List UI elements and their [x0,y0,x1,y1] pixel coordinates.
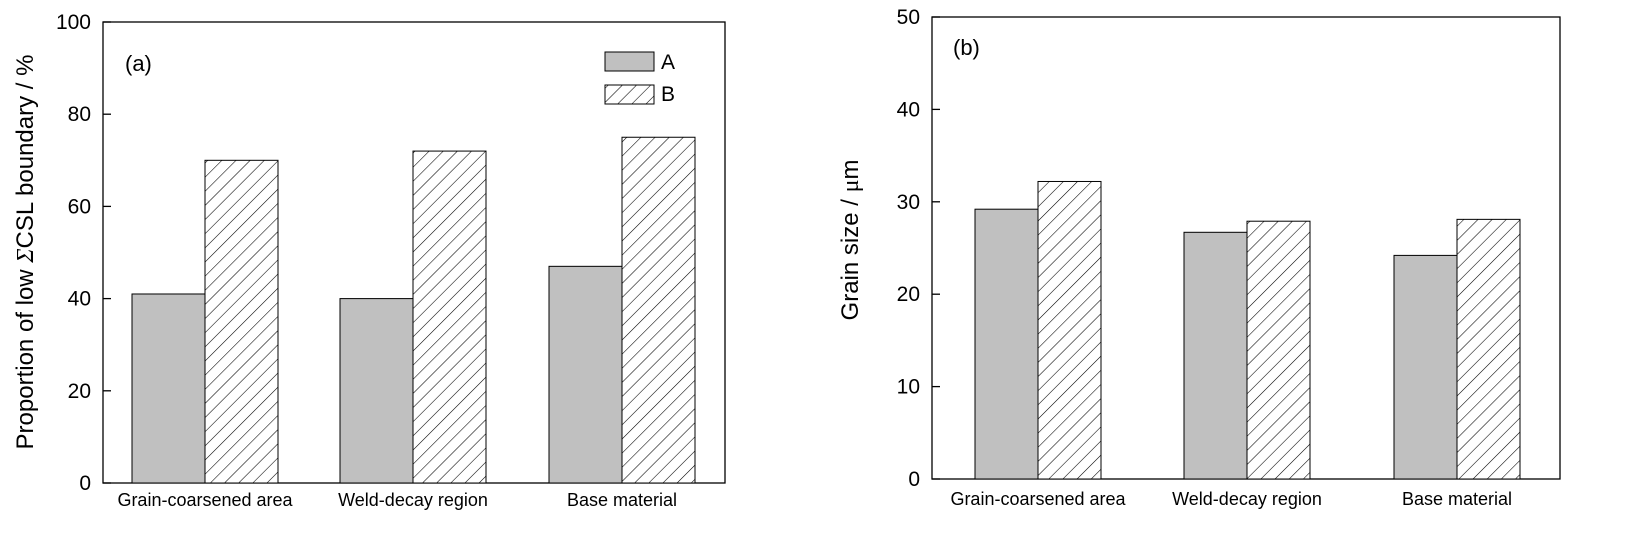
chart-panel-a: 0 20 40 60 80 100 Grain-coarsened area Weld-de… [12,11,726,510]
y-axis-title-a: Proportion of low ΣCSL boundary / % [12,55,39,450]
bar-series-b [1246,220,1311,480]
bar-series-b [1456,218,1521,480]
y-tick-label: 20 [68,380,91,403]
chart-panel-b: 0 10 20 30 40 50 Grain-coarsened area Weld-dec… [837,6,1561,509]
x-category-label: Grain-coarsened area [117,490,293,510]
y-tick-label: 0 [908,468,920,491]
y-axis-ticks-b: 0 10 20 30 40 50 [897,6,940,491]
legend-swatch-a [604,51,655,72]
y-axis-ticks-a: 0 20 40 60 80 100 [56,11,111,495]
bar-series-a [1393,254,1458,480]
bar-series-a [131,293,206,484]
bar-series-a [974,208,1039,480]
y-tick-label: 10 [897,376,920,399]
y-tick-label: 0 [79,472,91,495]
y-tick-label: 80 [68,103,91,126]
legend-label-a: A [661,51,675,74]
x-axis-categories-b: Grain-coarsened area Weld-decay region Bas… [950,489,1512,509]
bar-series-b [1037,180,1102,480]
bar-series-b [621,136,696,484]
legend-swatch-b [604,84,655,105]
bar-series-a [1183,231,1248,480]
x-category-label: Base material [1402,489,1512,509]
bar-series-a [339,298,414,484]
y-tick-label: 50 [897,6,920,29]
x-category-label: Grain-coarsened area [950,489,1126,509]
panel-label-a: (a) [125,51,152,76]
panel-label-b: (b) [953,35,980,60]
bars-b [974,180,1521,480]
y-tick-label: 100 [56,11,91,34]
y-tick-label: 40 [68,288,91,311]
y-tick-label: 40 [897,98,920,121]
legend-label-b: B [661,83,675,106]
x-category-label: Weld-decay region [1172,489,1322,509]
y-tick-label: 60 [68,195,91,218]
x-axis-categories-a: Grain-coarsened area Weld-decay region Bas… [117,490,677,510]
y-tick-label: 20 [897,283,920,306]
bar-series-b [412,150,487,484]
legend-a: A B [604,51,675,106]
x-category-label: Base material [567,490,677,510]
y-axis-title-b: Grain size / μm [837,160,864,321]
x-category-label: Weld-decay region [338,490,488,510]
bar-series-b [204,159,279,484]
bar-series-a [548,265,623,484]
bars-a [131,136,696,484]
y-tick-label: 30 [897,191,920,214]
